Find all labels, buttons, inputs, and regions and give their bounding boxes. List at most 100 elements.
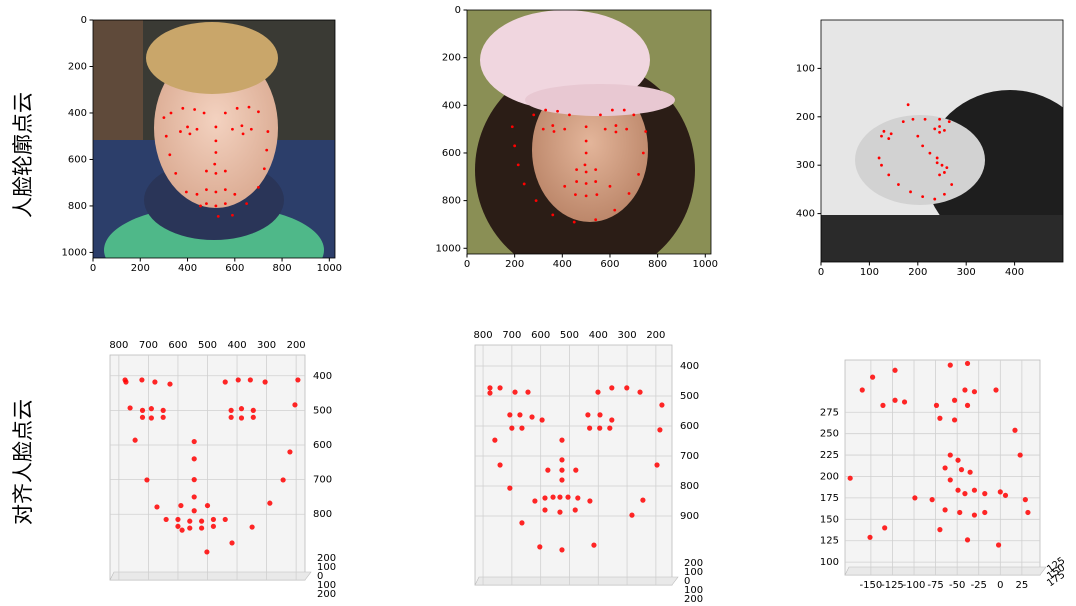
landmark — [224, 202, 227, 205]
y-tick-label: 200 — [68, 61, 87, 72]
point — [123, 379, 128, 384]
y-tick-label: 100 — [820, 557, 839, 568]
x-tick-label: 200 — [287, 340, 306, 351]
point — [161, 415, 166, 420]
point — [965, 537, 970, 542]
landmark — [553, 130, 556, 133]
x-tick-label: -150 — [860, 580, 883, 591]
x-tick-label: -125 — [881, 580, 904, 591]
landmark — [924, 118, 927, 121]
landmark — [168, 153, 171, 156]
page: 人脸轮廓点云 对齐人脸点云 02004006008001000020040060… — [0, 0, 1076, 606]
point — [629, 513, 634, 518]
point — [557, 495, 562, 500]
landmark — [265, 149, 268, 152]
x-tick-label: 800 — [273, 263, 292, 274]
x-tick-label: 600 — [531, 330, 550, 341]
x-tick-label: -50 — [949, 580, 965, 591]
landmark — [642, 152, 645, 155]
point — [205, 503, 210, 508]
point — [609, 385, 614, 390]
y-tick-label: 400 — [313, 371, 332, 382]
landmark — [887, 137, 890, 140]
photo-3 — [821, 20, 1076, 262]
point — [559, 438, 564, 443]
point — [654, 462, 659, 467]
x-tick-label: -25 — [971, 580, 987, 591]
landmark — [242, 132, 245, 135]
point — [529, 414, 534, 419]
point — [972, 488, 977, 493]
x-tick-label: 700 — [139, 340, 158, 351]
point — [1023, 497, 1028, 502]
landmark — [887, 173, 890, 176]
landmark — [523, 183, 526, 186]
point — [952, 417, 957, 422]
point — [192, 456, 197, 461]
point — [211, 524, 216, 529]
point — [545, 468, 550, 473]
point — [559, 547, 564, 552]
landmark — [542, 128, 545, 131]
point — [542, 495, 547, 500]
y-tick-label: 600 — [68, 154, 87, 165]
point — [178, 503, 183, 508]
landmark — [199, 205, 202, 208]
point — [1018, 452, 1023, 457]
x-tick-label: -75 — [927, 580, 943, 591]
x-tick-label: 600 — [168, 340, 187, 351]
landmark — [575, 168, 578, 171]
y-tick-label: 800 — [68, 201, 87, 212]
landmark — [916, 135, 919, 138]
landmark — [594, 218, 597, 221]
x-tick-label: 700 — [502, 330, 521, 341]
point — [492, 438, 497, 443]
pane-floor — [475, 577, 678, 585]
landmark — [623, 109, 626, 112]
landmark — [224, 112, 227, 115]
landmark — [213, 163, 216, 166]
point — [587, 498, 592, 503]
x-tick-label: 600 — [600, 259, 619, 270]
x-tick-label: 400 — [1005, 267, 1024, 278]
landmark — [878, 157, 881, 160]
pane — [845, 360, 1040, 575]
y-tick-label: 700 — [680, 451, 699, 462]
point — [140, 415, 145, 420]
point — [179, 528, 184, 533]
point — [962, 491, 967, 496]
landmark — [217, 215, 220, 218]
x-tick-label: 0 — [818, 267, 824, 278]
point — [507, 486, 512, 491]
point — [982, 491, 987, 496]
x-tick-label: 800 — [474, 330, 493, 341]
point — [959, 467, 964, 472]
point — [292, 402, 297, 407]
point — [1003, 493, 1008, 498]
landmark — [938, 118, 941, 121]
point — [1012, 428, 1017, 433]
z-tick-label: 200 — [684, 594, 703, 605]
landmark — [907, 103, 910, 106]
x-tick-label: 300 — [257, 340, 276, 351]
point — [149, 415, 154, 420]
point — [248, 377, 253, 382]
pane-floor — [110, 572, 311, 580]
landmark — [170, 112, 173, 115]
y-tick-label: 225 — [820, 450, 839, 461]
landmark — [613, 209, 616, 212]
point — [164, 517, 169, 522]
y-tick-label: 0 — [81, 15, 87, 26]
landmark — [551, 214, 554, 217]
landmark — [575, 180, 578, 183]
point — [239, 415, 244, 420]
point — [585, 412, 590, 417]
landmark — [628, 192, 631, 195]
landmark — [205, 202, 208, 205]
landmark — [938, 173, 941, 176]
landmark — [257, 110, 260, 113]
landmark — [568, 113, 571, 116]
point — [295, 377, 300, 382]
landmark — [236, 107, 239, 110]
point — [948, 363, 953, 368]
